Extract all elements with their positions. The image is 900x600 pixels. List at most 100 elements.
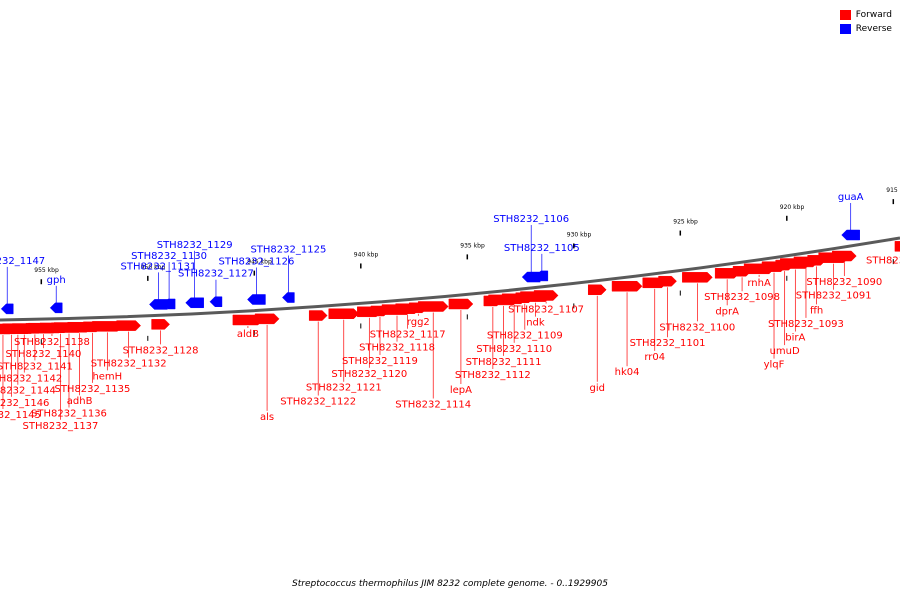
reverse-gene-arrow[interactable]	[185, 297, 204, 309]
reverse-gene-label[interactable]: STH8232_1126	[218, 256, 294, 267]
forward-gene-arrow[interactable]	[642, 277, 668, 289]
reverse-gene-label[interactable]: guaA	[838, 192, 864, 203]
forward-gene-label[interactable]: STH8232_1117	[370, 330, 446, 341]
forward-gene-arrow[interactable]	[151, 319, 170, 330]
forward-gene-label[interactable]: umuD	[770, 346, 800, 357]
scale-label: 945 kbp	[247, 259, 272, 266]
forward-gene-label[interactable]: STH8232_1118	[359, 343, 435, 354]
forward-gene-label[interactable]: STH8232_1128	[123, 345, 199, 356]
reverse-gene-arrow[interactable]	[0, 303, 14, 315]
forward-gene-arrow[interactable]	[483, 295, 503, 307]
genome-backbone	[0, 236, 900, 322]
reverse-gene-label[interactable]: STH8232_1130	[131, 251, 207, 262]
reverse-gene-label[interactable]: STH8232_1129	[157, 240, 233, 251]
forward-gene-label[interactable]: birA	[785, 333, 805, 344]
forward-gene-arrow[interactable]	[714, 268, 740, 279]
reverse-gene-arrow[interactable]	[282, 292, 295, 303]
forward-gene-label[interactable]: gid	[589, 383, 604, 394]
reverse-gene-label[interactable]: STH8232_1127	[178, 269, 254, 280]
reverse-gene-label[interactable]: STH8232_1125	[250, 245, 326, 256]
legend-reverse: Reverse	[839, 22, 892, 36]
forward-gene-label[interactable]: ffh	[810, 305, 823, 316]
forward-gene-label[interactable]: STH8232_1120	[331, 369, 407, 380]
reverse-gene-label[interactable]: STH8232_1147	[0, 256, 45, 267]
legend-forward-label: Forward	[855, 10, 892, 20]
forward-gene-arrow[interactable]	[357, 306, 382, 318]
forward-gene-label[interactable]: hemH	[92, 371, 122, 382]
forward-gene-label[interactable]: dprA	[715, 306, 739, 317]
forward-gene-label[interactable]: STH8232_1121	[306, 383, 382, 394]
forward-gene-label[interactable]: rgg2	[407, 317, 430, 328]
forward-gene-label[interactable]: STH8232_1119	[342, 356, 418, 367]
legend: Forward Reverse	[839, 8, 892, 36]
forward-gene-label[interactable]: STH8232_1090	[806, 277, 882, 288]
forward-gene-label[interactable]: STH8232_1140	[5, 349, 81, 360]
reverse-gene-label[interactable]: STH8232_1131	[121, 261, 197, 272]
forward-gene-label[interactable]: ndk	[526, 318, 545, 329]
forward-gene-label[interactable]: STH8232_1100	[659, 322, 735, 333]
forward-gene-arrow[interactable]	[611, 280, 643, 292]
forward-gene-label[interactable]: STH8232_1093	[768, 319, 844, 330]
forward-gene-label[interactable]: lepA	[450, 385, 472, 396]
scale-label: 915 kbp	[886, 187, 900, 194]
reverse-swatch	[839, 24, 851, 34]
forward-gene-label[interactable]: STH8232_1138	[14, 337, 90, 348]
gene-features	[0, 229, 900, 335]
legend-reverse-label: Reverse	[855, 24, 892, 34]
forward-gene-label[interactable]: STH8232_1114	[395, 400, 471, 411]
forward-gene-arrow[interactable]	[328, 308, 360, 319]
forward-gene-label[interactable]: adhB	[67, 396, 93, 407]
forward-gene-arrow[interactable]	[448, 298, 474, 310]
forward-gene-label[interactable]: STH8232_1098	[704, 292, 780, 303]
scale-label: 950 kbp	[141, 264, 166, 271]
forward-gene-label[interactable]: STH8232_1137	[23, 421, 99, 432]
reverse-gene-arrow[interactable]	[49, 302, 63, 314]
scale-label: 920 kbp	[780, 204, 805, 211]
forward-gene-label[interactable]: aldB	[237, 329, 259, 340]
forward-gene-label[interactable]: hk04	[615, 367, 640, 378]
forward-gene-label[interactable]: STH8232_1136	[31, 409, 107, 420]
forward-gene-label[interactable]: ylqF	[764, 360, 785, 371]
forward-gene-arrow[interactable]	[587, 284, 607, 296]
forward-gene-label[interactable]: STH8232_1101	[630, 338, 706, 349]
reverse-gene-label[interactable]: gph	[47, 275, 66, 286]
forward-gene-label[interactable]: STH8232_1144	[0, 386, 56, 397]
forward-gene-label[interactable]: STH8232_1132	[91, 359, 167, 370]
reverse-gene-arrow[interactable]	[247, 294, 266, 305]
scale-ticks: 955 kbp 950 kbp 945 kbp 940 kbp 935 kbp 930 k…	[34, 187, 900, 345]
forward-gene-arrow[interactable]	[232, 314, 264, 326]
forward-gene-label[interactable]: STH8232_1122	[280, 397, 356, 408]
forward-gene-label[interactable]: als	[260, 412, 274, 423]
label-leaders	[2, 203, 852, 420]
forward-gene-arrow[interactable]	[682, 272, 713, 283]
scale-label: 930 kbp	[567, 231, 592, 238]
scale-label: 955 kbp	[34, 267, 59, 274]
reverse-gene-label[interactable]: STH8232_1106	[493, 214, 569, 225]
forward-swatch	[839, 10, 851, 20]
map-caption: Streptococcus thermophilus JIM 8232 comp…	[292, 579, 608, 589]
forward-gene-label[interactable]: rnhA	[747, 278, 771, 289]
scale-label: 925 kbp	[673, 219, 698, 226]
forward-gene-label[interactable]: STH8232_1110	[476, 344, 552, 355]
forward-gene-label[interactable]: STH8232_1109	[487, 331, 563, 342]
legend-forward: Forward	[839, 8, 892, 22]
forward-gene-label[interactable]: STH8232_1111	[466, 357, 542, 368]
forward-gene-label[interactable]: STH8232_1146	[0, 398, 49, 409]
reverse-gene-label[interactable]: STH8232_1105	[504, 243, 580, 254]
forward-gene-label[interactable]: STH8232_1142	[0, 374, 62, 385]
forward-gene-label[interactable]: rr04	[644, 352, 665, 363]
reverse-gene-arrow[interactable]	[841, 229, 860, 241]
forward-gene-label[interactable]: STH8232_1088	[866, 255, 900, 266]
forward-gene-label[interactable]: STH8232_1107	[508, 304, 584, 315]
forward-gene-label[interactable]: STH8232_1145	[0, 410, 41, 421]
forward-gene-label[interactable]: STH8232_1091	[796, 291, 872, 302]
forward-gene-label[interactable]: STH8232_1112	[455, 370, 531, 381]
forward-gene-arrow[interactable]	[308, 310, 328, 321]
forward-gene-label[interactable]: STH8232_1141	[0, 361, 73, 372]
forward-gene-label[interactable]: STH8232_1135	[54, 384, 130, 395]
reverse-gene-arrow[interactable]	[209, 296, 223, 307]
forward-gene-arrow[interactable]	[0, 323, 16, 335]
forward-gene-arrow[interactable]	[894, 241, 900, 252]
